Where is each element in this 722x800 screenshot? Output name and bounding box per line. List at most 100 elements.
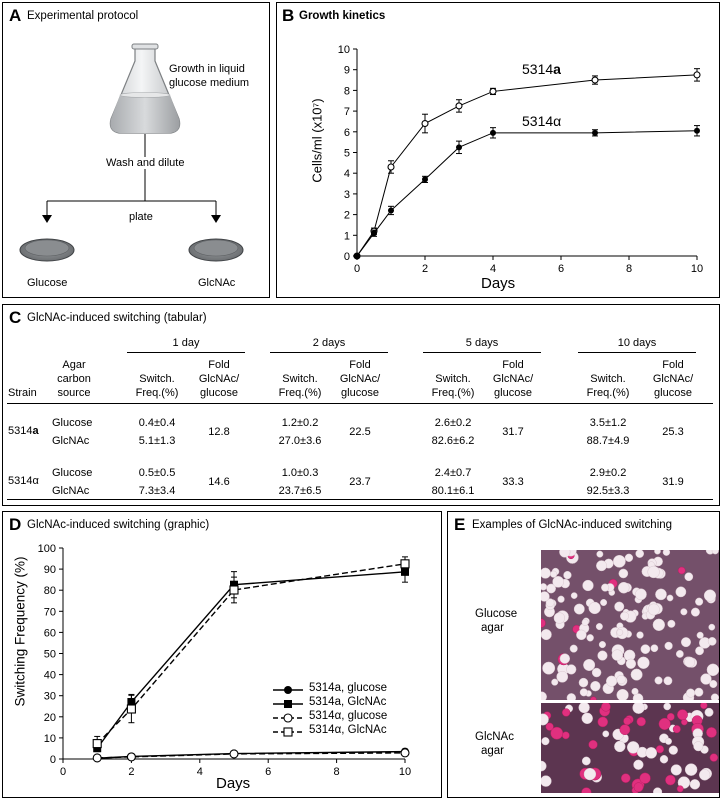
- colony: [546, 583, 556, 594]
- table-cell-fold: 25.3: [662, 426, 684, 438]
- data-point: [126, 704, 136, 714]
- colony: [664, 737, 672, 745]
- legend-item: 5314α, glucose: [309, 710, 388, 722]
- colony: [573, 603, 585, 615]
- colony: [614, 601, 625, 612]
- series-line: [356, 130, 698, 257]
- data-point: [400, 559, 410, 569]
- colony: [670, 764, 682, 776]
- arrow-down-icon: [42, 215, 52, 223]
- y-axis-label: Switching Frequency (%): [12, 556, 28, 707]
- table-cell-fold: 12.8: [208, 426, 230, 438]
- data-point: [387, 163, 395, 171]
- colony: [541, 691, 547, 700]
- series-line: [97, 752, 406, 759]
- colony: [559, 653, 570, 664]
- colony: [545, 722, 554, 731]
- x-tick-label: 8: [626, 263, 632, 275]
- colony: [666, 712, 675, 721]
- col-strain: Strain: [8, 387, 37, 399]
- colony: [606, 675, 618, 687]
- data-point: [490, 129, 496, 136]
- time-header: 2 days: [312, 337, 346, 349]
- colony: [561, 731, 570, 740]
- bottom-plate-label: GlcNAc: [475, 731, 514, 743]
- colony: [654, 550, 661, 555]
- col-source: Agar: [62, 359, 86, 371]
- table-cell-freq: 7.3±3.4: [138, 485, 176, 497]
- colony: [611, 649, 624, 661]
- colony: [654, 676, 663, 685]
- data-point: [400, 748, 410, 758]
- colony: [690, 607, 700, 617]
- colony: [706, 727, 717, 738]
- y-tick-label: 30: [44, 691, 56, 703]
- colony: [552, 576, 565, 588]
- x-tick-label: 4: [490, 263, 496, 275]
- colony: [640, 644, 651, 654]
- left-plate-label: Glucose: [27, 277, 68, 289]
- data-point: [354, 253, 360, 259]
- colony: [637, 656, 650, 669]
- series-label-5314alpha: 5314α: [522, 113, 562, 129]
- data-point: [694, 127, 700, 134]
- colony: [626, 741, 640, 754]
- colony: [695, 646, 704, 656]
- table-cell-freq: 1.2±0.2: [281, 417, 319, 429]
- colony: [559, 550, 571, 558]
- y-tick-label: 60: [44, 627, 56, 639]
- colony: [566, 693, 577, 700]
- colony: [541, 760, 547, 772]
- y-tick-label: 8: [344, 85, 350, 97]
- y-tick-label: 70: [44, 606, 56, 618]
- y-axis-label: Cells/ml (x10⁷): [309, 98, 325, 183]
- colony: [541, 629, 552, 641]
- colony: [652, 618, 665, 631]
- col-fold: GlcNAc/: [198, 373, 240, 385]
- colony: [581, 712, 593, 724]
- colony: [675, 650, 684, 658]
- colony: [667, 619, 676, 628]
- table-cell-source: GlcNAc: [52, 435, 90, 447]
- colony: [541, 737, 550, 746]
- colony: [645, 747, 657, 759]
- colony: [623, 717, 632, 726]
- table-cell-source: Glucose: [52, 467, 93, 479]
- col-fold: GlcNAc/: [652, 373, 694, 385]
- x-axis-label: Days: [216, 775, 251, 792]
- glucose-agar-photo: [541, 550, 719, 700]
- col-source: carbon: [57, 373, 91, 385]
- table-cell-fold: 23.7: [349, 476, 371, 488]
- colony: [696, 631, 704, 639]
- petri-dish-icon: [188, 238, 244, 262]
- colony: [578, 677, 589, 688]
- x-tick-label: 10: [691, 263, 703, 275]
- y-tick-label: 1: [344, 230, 350, 242]
- data-point: [126, 752, 136, 762]
- colony: [596, 550, 604, 558]
- col-fold: glucose: [200, 387, 238, 399]
- top-plate-label: agar: [481, 622, 505, 634]
- colony: [616, 688, 629, 700]
- colony: [699, 769, 711, 781]
- panel-a: A Experimental protocol: [2, 2, 270, 298]
- table-cell-fold: 14.6: [208, 476, 230, 488]
- colony: [662, 550, 671, 556]
- header-rule: [423, 352, 541, 353]
- time-header: 5 days: [465, 337, 499, 349]
- header-rule: [127, 352, 245, 353]
- time-header: 1 day: [172, 337, 200, 349]
- data-point: [283, 713, 293, 723]
- colony: [596, 560, 607, 572]
- y-tick-label: 40: [44, 670, 56, 682]
- colony: [655, 745, 665, 754]
- colony: [591, 667, 602, 678]
- colony: [655, 588, 667, 601]
- header-rule: [270, 352, 388, 353]
- col-fold: glucose: [341, 387, 379, 399]
- colony: [541, 591, 550, 602]
- data-point: [456, 144, 462, 151]
- x-tick-label: 8: [334, 766, 340, 778]
- colony: [570, 592, 578, 599]
- colony: [590, 680, 601, 692]
